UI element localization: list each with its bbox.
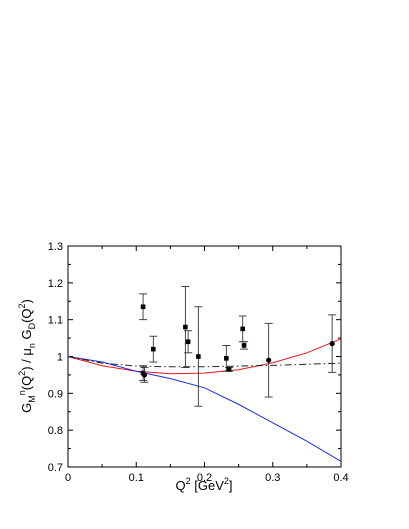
data-point-square	[240, 326, 246, 332]
x-tick-label: 0.2	[197, 472, 212, 484]
data-point-square	[226, 367, 232, 372]
curve-2	[67, 338, 342, 375]
x-tick-label: 0.4	[333, 472, 348, 484]
x-axis-title: Q2 [GeV2]	[175, 476, 232, 493]
data-point-square	[151, 346, 156, 352]
data-point-square	[183, 324, 188, 330]
axis-ticks: 0 0.1 0.2 0.3 0.4 0.7 0.8 0.9 1 1.1 1.2 1.3	[48, 241, 349, 484]
x-tick-label: 0	[65, 472, 71, 484]
plot-frame	[67, 245, 342, 468]
data-point-square	[224, 356, 229, 361]
data-point-circle	[141, 372, 148, 378]
y-tick-label: 1.2	[48, 278, 63, 290]
x-tick-label: 0.3	[265, 472, 280, 484]
data-point-circle	[266, 357, 272, 363]
y-tick-label: 0.9	[48, 388, 63, 400]
y-tick-label: 1	[57, 352, 63, 364]
y-tick-label: 0.8	[48, 425, 63, 437]
data-points	[139, 286, 337, 407]
y-tick-label: 0.7	[48, 462, 63, 474]
data-point-square	[140, 304, 146, 310]
data-point-square	[241, 343, 247, 348]
curve-4	[67, 356, 342, 368]
data-point-square	[185, 339, 191, 345]
y-axis-title: GMn(Q2) / μn GD(Q2)	[17, 299, 37, 413]
data-point-circle	[329, 341, 335, 347]
model-curves	[67, 338, 342, 462]
curve-3	[67, 356, 342, 462]
data-point-square	[196, 354, 201, 359]
y-tick-label: 1.1	[48, 315, 63, 327]
x-tick-label: 0.1	[129, 472, 144, 484]
y-tick-label: 1.3	[48, 241, 63, 253]
